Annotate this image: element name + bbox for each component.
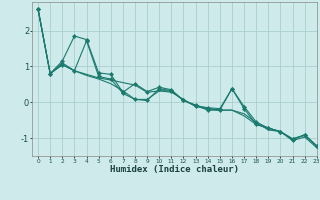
X-axis label: Humidex (Indice chaleur): Humidex (Indice chaleur) — [110, 165, 239, 174]
